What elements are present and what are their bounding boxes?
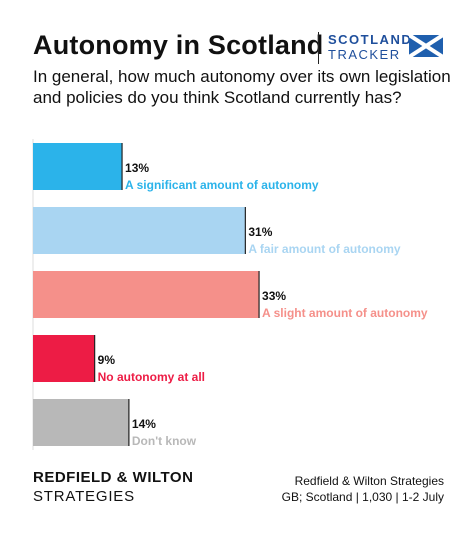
value-label-4: 14% <box>132 417 156 431</box>
brand-line1: SCOTLAND <box>328 32 413 47</box>
category-label-1: A fair amount of autonomy <box>248 242 401 256</box>
brand-line2: TRACKER <box>328 47 401 62</box>
title-divider <box>318 32 319 64</box>
header: Autonomy in Scotland SCOTLAND TRACKER <box>33 28 453 68</box>
scotland-tracker-logo: SCOTLAND TRACKER <box>328 32 412 62</box>
value-label-0: 13% <box>125 161 149 175</box>
bar-1 <box>33 207 246 254</box>
bar-4 <box>33 399 129 446</box>
category-label-4: Don't know <box>132 434 197 448</box>
org-line1: REDFIELD & WILTON <box>33 469 194 486</box>
bar-2 <box>33 271 260 318</box>
category-label-2: A slight amount of autonomy <box>262 306 428 320</box>
category-label-0: A significant amount of autonomy <box>125 178 319 192</box>
value-label-2: 33% <box>262 289 286 303</box>
survey-question: In general, how much autonomy over its o… <box>33 67 451 107</box>
bar-0 <box>33 143 123 190</box>
bar-3 <box>33 335 95 382</box>
saltire-flag-icon <box>409 35 443 57</box>
category-label-3: No autonomy at all <box>98 370 205 384</box>
source-note: Redfield & Wilton Strategies GB; Scotlan… <box>282 473 444 505</box>
page-title: Autonomy in Scotland <box>33 30 324 60</box>
org-logo-text: REDFIELD & WILTON STRATEGIES <box>33 468 193 506</box>
source-line2: GB; Scotland | 1,030 | 1-2 July <box>281 490 444 504</box>
source-line1: Redfield & Wilton Strategies <box>294 474 444 488</box>
value-label-3: 9% <box>98 353 116 367</box>
value-label-1: 31% <box>248 225 272 239</box>
org-line2: STRATEGIES <box>33 488 135 505</box>
